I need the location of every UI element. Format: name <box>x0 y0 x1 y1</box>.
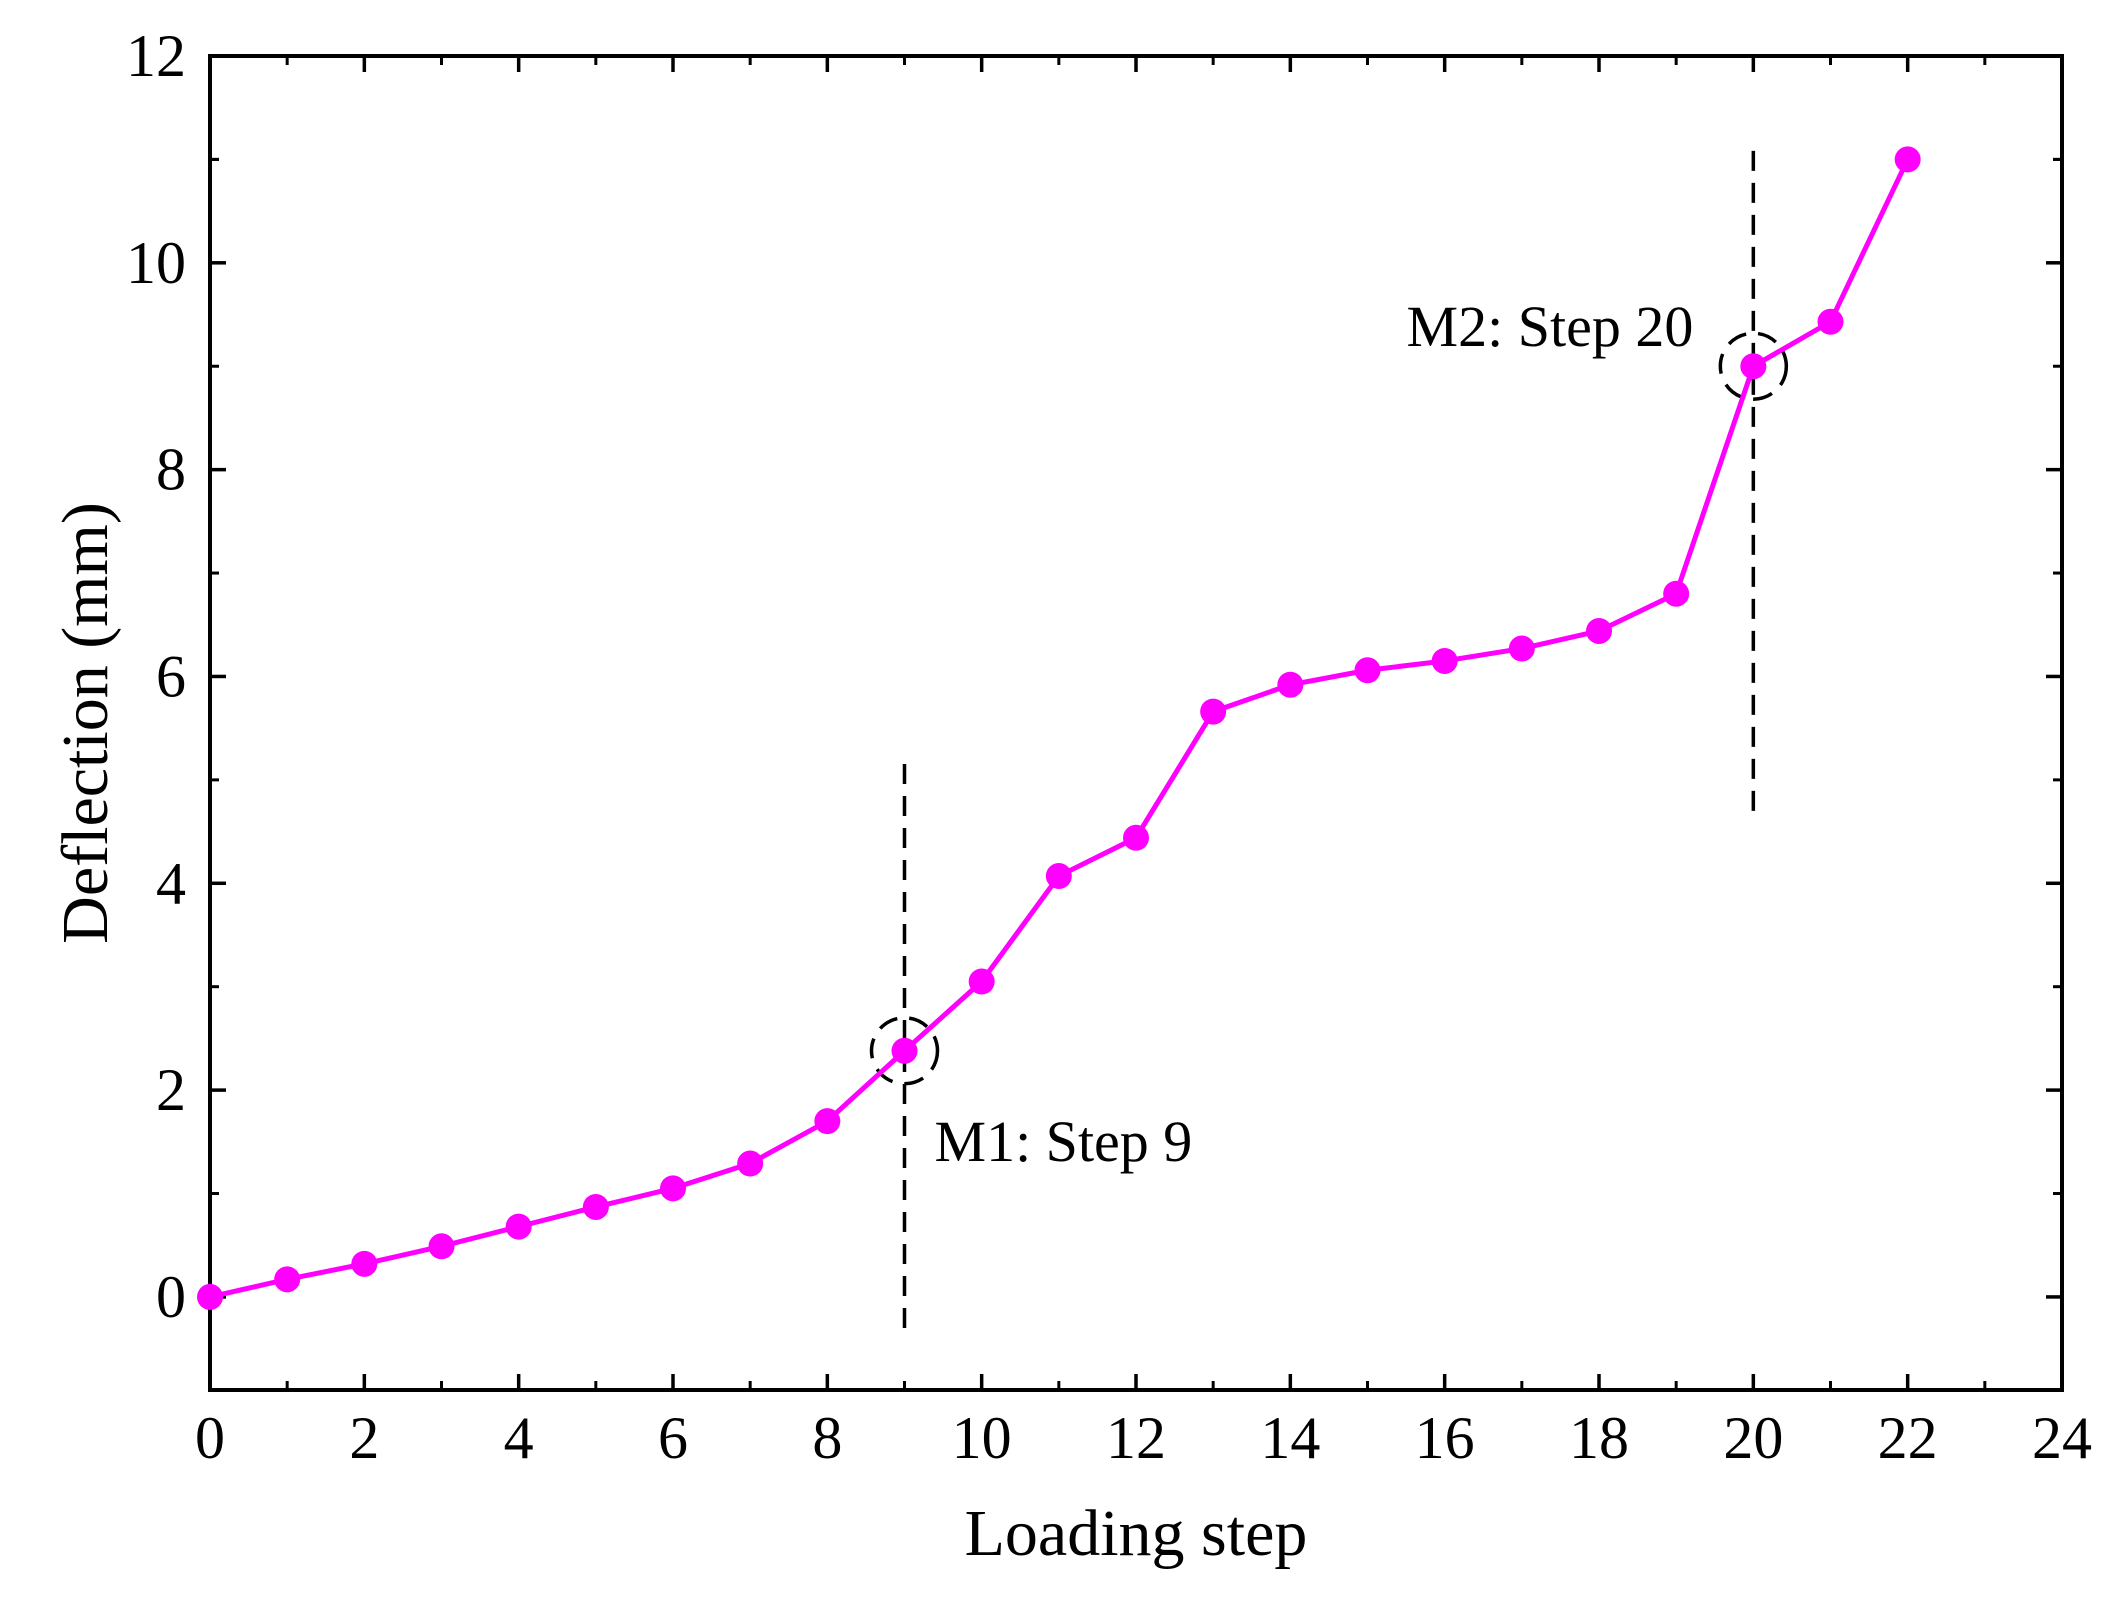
data-point <box>1817 308 1844 335</box>
annotation-label: M1: Step 9 <box>935 1109 1193 1174</box>
data-point <box>891 1037 918 1064</box>
data-point <box>582 1193 609 1220</box>
data-point <box>1586 617 1612 644</box>
data-point <box>1277 671 1304 698</box>
data-series <box>197 146 1921 1310</box>
y-axis-title: Deflection (mm) <box>49 502 122 944</box>
x-tick-label: 4 <box>504 1405 534 1471</box>
plot-frame <box>208 54 2064 1392</box>
data-point <box>737 1150 764 1177</box>
annotations: M1: Step 9 M2: Step 20 <box>869 149 1789 1328</box>
x-tick-label: 2 <box>349 1405 379 1471</box>
plot-area <box>208 54 2064 1392</box>
data-point <box>1740 353 1767 380</box>
y-tick-label: 0 <box>156 1264 186 1330</box>
data-point <box>505 1213 532 1240</box>
x-tick-label: 14 <box>1260 1405 1320 1471</box>
data-point <box>814 1108 841 1135</box>
y-tick-label: 6 <box>156 643 186 709</box>
x-tick-label: 0 <box>195 1405 225 1471</box>
y-tick-label: 8 <box>156 437 186 503</box>
x-tick-label: 16 <box>1415 1405 1475 1471</box>
x-axis-title: Loading step <box>965 1497 1308 1570</box>
data-point <box>1663 580 1690 607</box>
annotation-dashed-circle <box>869 1016 940 1086</box>
data-point <box>428 1233 455 1260</box>
x-tick-label: 8 <box>812 1405 842 1471</box>
data-point <box>1508 635 1535 662</box>
x-tick-label: 12 <box>1106 1405 1166 1471</box>
x-tick-label: 10 <box>952 1405 1012 1471</box>
data-point <box>1045 863 1072 890</box>
data-point <box>1431 647 1458 674</box>
y-tick-label: 4 <box>156 850 186 916</box>
y-tick-label: 2 <box>156 1057 186 1123</box>
annotation-label: M2: Step 20 <box>1407 294 1694 359</box>
data-point <box>968 968 995 995</box>
data-point <box>1894 146 1921 173</box>
y-tick-label: 10 <box>126 230 186 296</box>
x-tick-label: 6 <box>658 1405 688 1471</box>
annotation-dashed-circle <box>1718 331 1789 401</box>
x-tick-label: 24 <box>2032 1405 2092 1471</box>
y-tick-label: 12 <box>126 23 186 89</box>
data-point <box>197 1283 223 1310</box>
x-tick-label: 22 <box>1878 1405 1938 1471</box>
data-point <box>1200 698 1227 725</box>
data-point <box>351 1250 378 1277</box>
data-point <box>660 1175 686 1202</box>
data-point <box>1354 657 1381 684</box>
data-point <box>274 1266 301 1293</box>
data-point <box>1123 824 1149 851</box>
x-tick-label: 18 <box>1569 1405 1629 1471</box>
x-tick-label: 20 <box>1723 1405 1783 1471</box>
